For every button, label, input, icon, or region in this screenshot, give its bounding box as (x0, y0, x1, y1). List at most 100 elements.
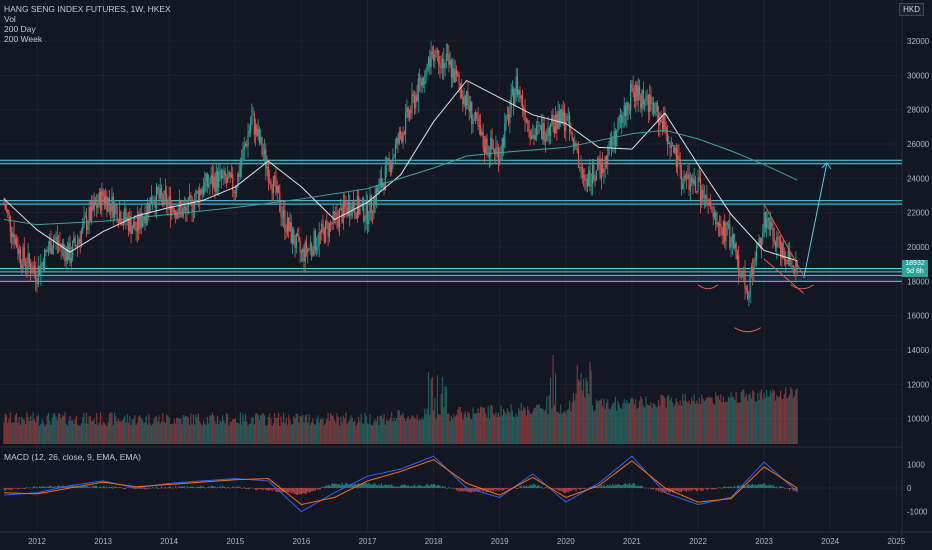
candle-body-394 (504, 123, 506, 147)
candle-body-165 (213, 176, 215, 188)
candle-body-483 (617, 122, 619, 132)
volume-bar-382 (488, 418, 491, 444)
candle-body-83 (108, 197, 111, 204)
volume-bar-244 (313, 423, 315, 444)
candle-body-314 (402, 132, 404, 143)
volume-bar-479 (612, 403, 614, 444)
volume-bar-234 (300, 416, 302, 444)
volume-bar-237 (304, 415, 306, 444)
macd-histogram-bar-565 (721, 488, 723, 489)
volume-bar-243 (312, 418, 314, 444)
candle-body-241 (309, 244, 311, 249)
candle-body-221 (284, 209, 286, 232)
volume-bar-116 (150, 425, 153, 444)
macd-histogram-bar-297 (380, 483, 383, 488)
macd-histogram-bar-302 (387, 484, 389, 488)
volume-bar-198 (255, 413, 257, 444)
volume-bar-472 (603, 398, 605, 444)
candle-body-166 (214, 176, 216, 192)
volume-bar-196 (252, 417, 254, 444)
candle-body-191 (246, 144, 248, 147)
macd-histogram-bar-253 (324, 485, 327, 488)
macd-histogram-bar-288 (369, 483, 371, 488)
volume-bar-30 (41, 419, 43, 444)
volume-bar-287 (368, 424, 370, 444)
volume-bar-280 (359, 421, 361, 444)
symbol-title[interactable]: HANG SENG INDEX FUTURES, 1W, HKEX (4, 4, 171, 14)
candle-body-164 (211, 175, 214, 188)
volume-bar-590 (753, 391, 755, 444)
volume-bar-617 (787, 397, 789, 444)
macd-histogram-bar-262 (336, 484, 338, 488)
candle-body-88 (115, 204, 117, 207)
candle-body-619 (790, 260, 792, 266)
volume-bar-335 (429, 414, 431, 444)
candle-body-117 (152, 202, 154, 204)
macd-histogram-bar-120 (155, 486, 158, 488)
volume-bar-68 (89, 416, 91, 444)
indicator-200-week[interactable]: 200 Week (4, 34, 43, 44)
volume-bar-383 (490, 404, 492, 444)
indicator-volume[interactable]: Vol (4, 14, 16, 24)
macd-histogram-bar-457 (584, 488, 586, 490)
candle-body-185 (238, 173, 240, 177)
volume-bar-264 (338, 425, 341, 444)
candle-body-474 (605, 156, 608, 164)
volume-bar-595 (759, 391, 761, 444)
macd-histogram-bar-485 (619, 485, 622, 488)
candle-body-544 (694, 179, 697, 192)
currency-badge[interactable]: HKD (899, 3, 924, 16)
macd-histogram-bar-215 (276, 488, 278, 493)
macd-histogram-bar-143 (185, 487, 187, 489)
volume-bar-308 (394, 420, 397, 444)
volume-bar-283 (363, 423, 365, 444)
volume-bar-96 (125, 422, 127, 444)
macd-histogram-bar-467 (596, 487, 599, 488)
macd-histogram-bar-575 (734, 485, 736, 488)
candle-body-604 (771, 222, 773, 227)
candle-body-40 (54, 239, 56, 240)
volume-bar-460 (588, 393, 590, 444)
volume-bar-466 (595, 399, 597, 444)
candle-body-614 (783, 258, 786, 260)
candle-body-52 (69, 243, 71, 264)
macd-histogram-bar-589 (752, 483, 754, 488)
macd-label[interactable]: MACD (12, 26, close, 9, EMA, EMA) (4, 452, 141, 462)
candle-body-562 (717, 222, 719, 226)
indicator-200-day[interactable]: 200 Day (4, 24, 36, 34)
volume-bar-378 (483, 407, 486, 444)
volume-bar-260 (333, 420, 336, 444)
volume-bar-71 (93, 418, 95, 444)
candle-body-482 (616, 131, 618, 147)
volume-bar-228 (293, 416, 295, 444)
macd-histogram-bar-233 (299, 488, 301, 495)
macd-histogram-bar-489 (624, 483, 627, 488)
candle-body-535 (683, 175, 685, 184)
macd-histogram-bar-356 (455, 488, 458, 491)
volume-bar-491 (627, 403, 629, 444)
macd-histogram-bar-391 (500, 488, 502, 490)
macd-histogram-bar-359 (459, 488, 461, 492)
volume-bar-226 (290, 425, 292, 444)
macd-histogram-bar-135 (174, 486, 177, 488)
macd-histogram-bar-29 (40, 486, 42, 488)
volume-bar-40 (54, 413, 56, 444)
macd-histogram-bar-404 (516, 488, 519, 489)
candle-body-427 (546, 134, 548, 141)
macd-histogram-bar-405 (518, 488, 520, 489)
candle-body-507 (647, 95, 650, 112)
price-tick-label-7: 18000 (907, 277, 930, 286)
macd-histogram-bar-99 (129, 487, 131, 489)
volume-bar-389 (497, 412, 500, 444)
volume-bar-432 (552, 354, 554, 444)
volume-bar-469 (599, 400, 601, 444)
zone-fill-1 (0, 268, 902, 272)
macd-histogram-bar-228 (293, 488, 295, 494)
candle-body-606 (773, 238, 775, 242)
candle-body-356 (455, 69, 458, 74)
candle-body-277 (355, 214, 357, 219)
candle-body-167 (215, 170, 217, 192)
candle-body-434 (555, 114, 557, 134)
volume-bar-145 (187, 417, 189, 444)
